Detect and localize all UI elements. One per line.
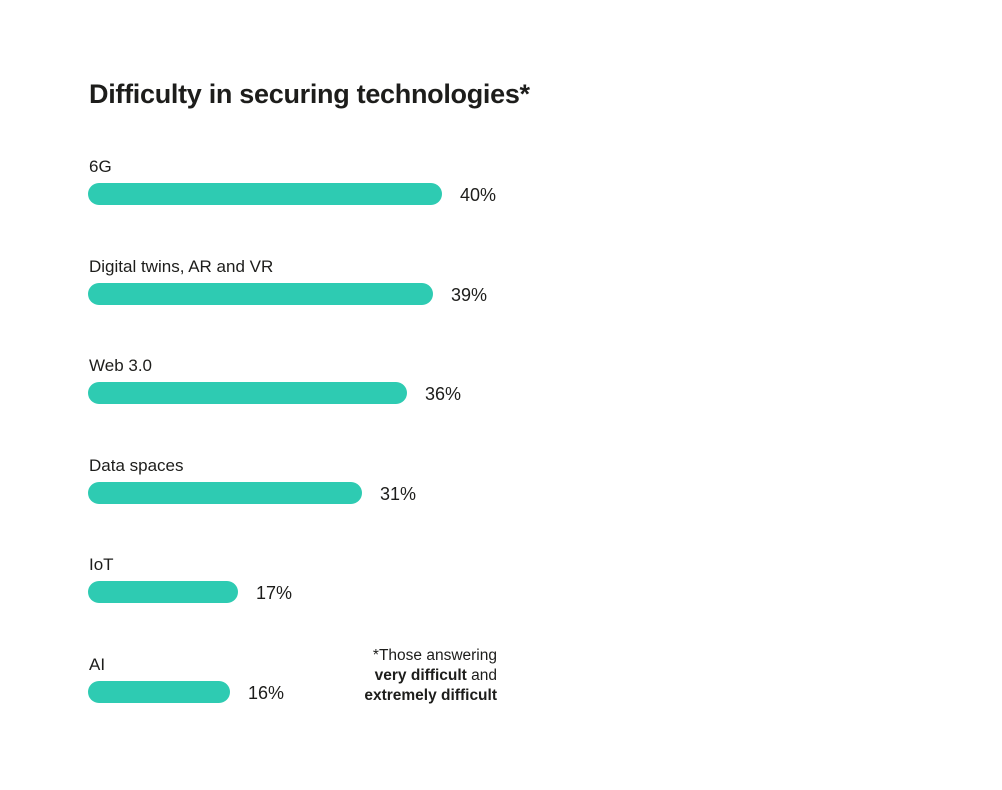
bar-value-label: 39%	[451, 285, 488, 305]
bar	[88, 581, 238, 603]
bar	[88, 382, 407, 404]
bar	[88, 183, 442, 205]
footnote-emphasis-extremely-difficult: extremely difficult	[364, 687, 497, 704]
bar	[88, 482, 362, 504]
bar-row: AI 16%	[88, 655, 688, 715]
bar-category-label: Data spaces	[89, 456, 184, 475]
bar-row: 6G 40%	[88, 157, 688, 217]
bar	[88, 283, 433, 305]
footnote-connector: and	[466, 667, 497, 684]
bar-row: IoT 17%	[88, 555, 688, 615]
bar-category-label: IoT	[89, 555, 114, 574]
footnote-line-1: *Those answering	[372, 647, 497, 664]
bar	[88, 681, 230, 703]
footnote-line-2: very difficult and	[364, 666, 497, 686]
bar-category-label: 6G	[89, 157, 112, 176]
bar-row: Data spaces 31%	[88, 456, 688, 516]
bar-value-label: 31%	[380, 484, 417, 504]
bar-chart: 6G 40% Digital twins, AR and VR 39% Web 3.0 3…	[88, 0, 688, 790]
footnote: *Those answering very difficult and extr…	[364, 646, 497, 706]
bar-category-label: Web 3.0	[89, 356, 153, 375]
footnote-emphasis-very-difficult: very difficult	[374, 667, 467, 684]
bar-value-label: 16%	[248, 683, 285, 703]
bar-value-label: 17%	[256, 583, 293, 603]
bar-value-label: 40%	[460, 185, 497, 205]
bar-row: Digital twins, AR and VR 39%	[88, 257, 688, 317]
bar-value-label: 36%	[425, 384, 462, 404]
bar-category-label: AI	[89, 655, 106, 674]
bar-category-label: Digital twins, AR and VR	[89, 257, 274, 276]
bar-row: Web 3.0 36%	[88, 356, 688, 416]
chart-title: Difficulty in securing technologies*	[89, 79, 530, 109]
